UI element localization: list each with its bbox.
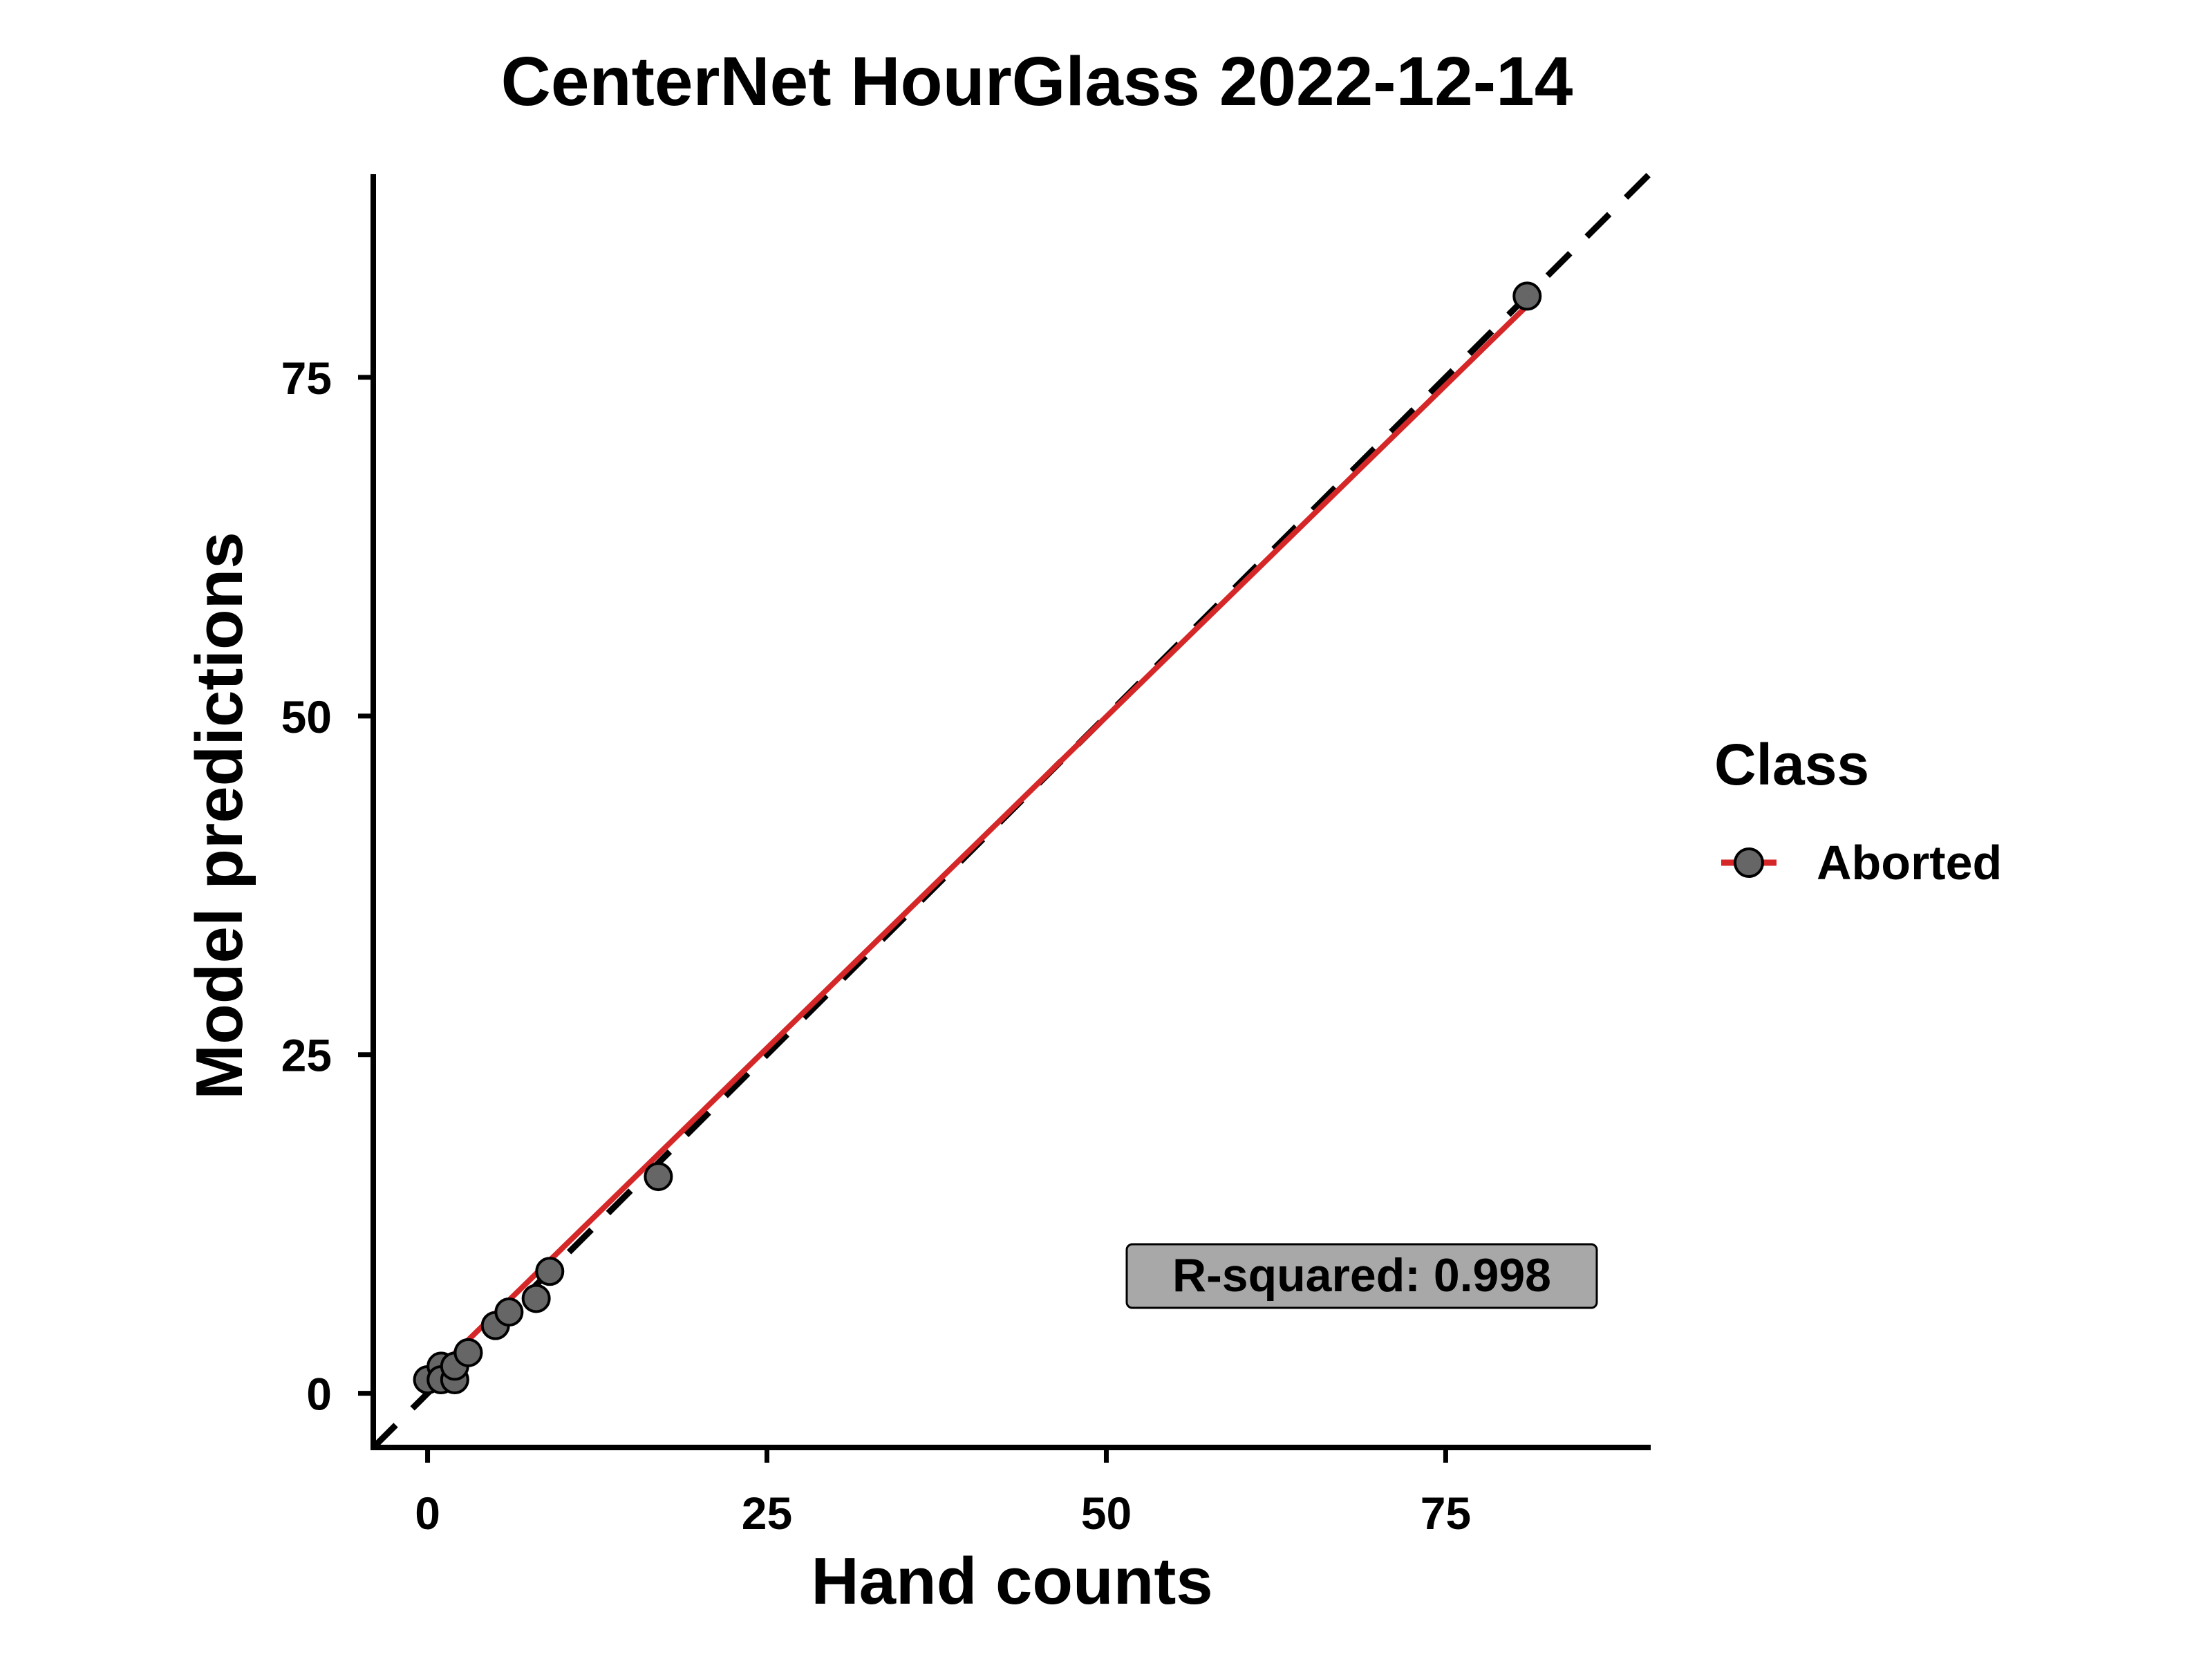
fit-line xyxy=(425,303,1530,1382)
legend: Class Aborted xyxy=(1714,732,2002,890)
y-tick-label: 0 xyxy=(306,1369,332,1420)
data-point xyxy=(644,1162,673,1192)
data-point xyxy=(535,1257,565,1286)
annotation-box xyxy=(1125,1243,1598,1309)
annotation-text: R-squared: 0.998 xyxy=(1172,1249,1551,1302)
y-tick-label: 50 xyxy=(281,691,332,742)
x-tick-label: 75 xyxy=(1421,1488,1471,1539)
y-tick-label: 75 xyxy=(281,353,332,404)
legend-entry-label: Aborted xyxy=(1817,836,2002,890)
data-point xyxy=(453,1338,483,1367)
data-point xyxy=(494,1297,524,1327)
legend-key-marker xyxy=(1734,847,1764,878)
x-tick-label: 0 xyxy=(415,1488,440,1539)
points-layer xyxy=(413,281,1542,1395)
x-axis-ticks: 0 25 50 75 xyxy=(415,1447,1471,1539)
legend-title: Class xyxy=(1714,732,1869,797)
plot-area xyxy=(371,171,1652,1450)
chart-title: CenterNet HourGlass 2022-12-14 xyxy=(501,43,1573,120)
legend-entry-aborted: Aborted xyxy=(1721,836,2002,890)
data-point xyxy=(521,1284,551,1313)
y-axis-label: Model predictions xyxy=(182,532,256,1099)
data-point xyxy=(1512,281,1542,311)
fit-line-layer xyxy=(425,303,1530,1382)
x-axis-label: Hand counts xyxy=(811,1544,1212,1618)
x-tick-label: 50 xyxy=(1081,1488,1132,1539)
x-tick-label: 25 xyxy=(742,1488,792,1539)
y-axis-ticks: 0 25 50 75 xyxy=(281,353,373,1420)
r-squared-annotation: R-squared: 0.998 xyxy=(1125,1243,1598,1309)
y-tick-label: 25 xyxy=(281,1030,332,1081)
